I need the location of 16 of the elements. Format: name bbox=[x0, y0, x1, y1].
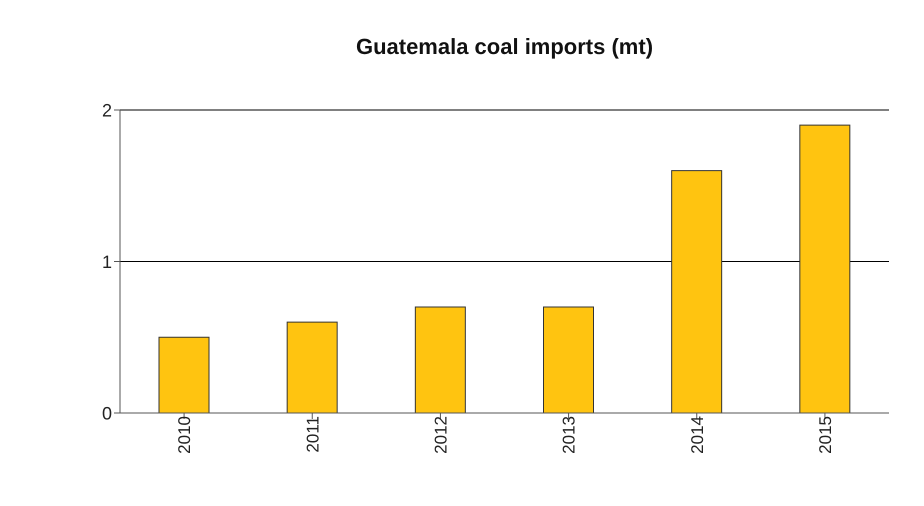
x-tick-label: 2012 bbox=[431, 416, 450, 454]
x-tick-label: 2014 bbox=[688, 416, 707, 454]
x-tick-label: 2010 bbox=[175, 416, 194, 454]
y-tick-label: 1 bbox=[102, 252, 112, 272]
x-tick-label: 2011 bbox=[303, 416, 322, 453]
x-tick-label: 2013 bbox=[560, 416, 579, 454]
chart-title: Guatemala coal imports (mt) bbox=[354, 34, 654, 60]
bar bbox=[158, 336, 210, 413]
bar bbox=[543, 306, 594, 413]
bar bbox=[414, 306, 466, 413]
bar bbox=[799, 124, 850, 413]
y-tick-label: 0 bbox=[102, 403, 112, 424]
bar bbox=[671, 170, 722, 413]
bar bbox=[286, 322, 338, 413]
x-tick-label: 2015 bbox=[816, 416, 835, 454]
y-tick-label: 2 bbox=[102, 100, 112, 120]
